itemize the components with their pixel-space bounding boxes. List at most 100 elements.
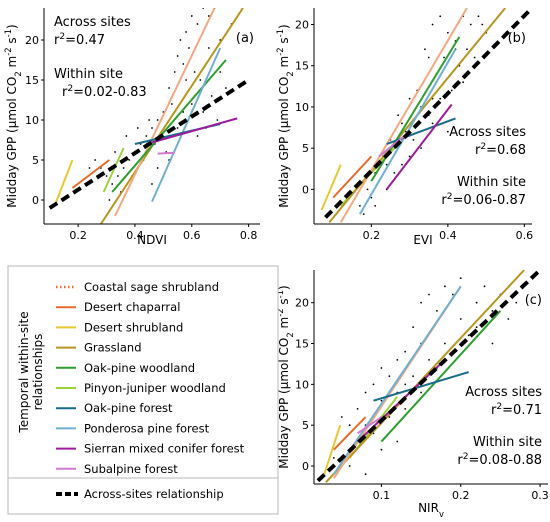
y-axis-label: Midday GPP (µmol CO2 m-2 s-1) [275, 24, 295, 207]
text-span: v [439, 509, 444, 519]
data-point [145, 135, 148, 137]
text-span: r [491, 403, 497, 418]
y-tick-label: 10 [295, 378, 309, 391]
data-point [507, 318, 510, 320]
text-span: 2 [480, 142, 486, 152]
site-regression-line [339, 8, 468, 223]
data-point [420, 147, 422, 150]
data-point [428, 358, 430, 361]
data-point [459, 318, 462, 320]
text-span: =0.71 [502, 403, 542, 418]
plot-area [48, 8, 250, 224]
data-point [210, 95, 213, 97]
panel-label: (c) [525, 293, 542, 308]
site-regression-line [357, 416, 382, 435]
data-point [202, 111, 205, 113]
text-span: 2 [59, 32, 65, 42]
data-point [332, 456, 335, 459]
data-point [219, 71, 222, 73]
text-span: m [277, 56, 291, 72]
site-regression-line [385, 103, 453, 190]
data-point [207, 47, 210, 49]
data-point [108, 199, 111, 201]
text-span: =0.02-0.83 [73, 85, 146, 100]
legend-item-label: Sierran mixed conifer forest [84, 442, 245, 456]
data-point [176, 55, 179, 57]
data-point [116, 175, 119, 177]
within-site-r2: r2=0.08-0.88 [457, 452, 542, 468]
site-regression-line [332, 155, 373, 199]
text-span: 2 [285, 332, 295, 337]
text-span: -1 [275, 29, 285, 37]
text-span: 2 [496, 402, 502, 412]
x-tick-label: 0.2 [452, 489, 470, 502]
y-axis-label: Midday GPP (µmol CO2 m-2 s-1) [275, 285, 295, 468]
data-point [156, 167, 159, 169]
data-point [446, 130, 449, 133]
data-point [340, 416, 343, 418]
data-point [475, 326, 478, 329]
data-point [431, 122, 434, 125]
data-point [374, 204, 377, 207]
data-point [420, 391, 422, 394]
across-sites-line [48, 78, 250, 210]
text-span: s [277, 37, 291, 47]
across-sites-line [316, 270, 542, 483]
y-tick-label: 15 [25, 74, 39, 87]
x-axis-label: EVI [413, 233, 432, 247]
site-regression-line [54, 159, 74, 205]
data-point [397, 114, 400, 117]
data-point [173, 71, 176, 73]
data-point [128, 159, 131, 161]
y-tick-label: 20 [295, 18, 309, 31]
site-regression-line [157, 151, 175, 155]
y-tick-label: 10 [25, 114, 39, 127]
y-tick-label: 0 [302, 460, 309, 473]
data-point [412, 139, 415, 141]
site-regression-line [146, 117, 238, 145]
across-sites-label: Across sites [449, 125, 526, 140]
text-span: Midday GPP (µmol CO [277, 338, 291, 469]
data-point [404, 383, 407, 386]
data-point [393, 171, 396, 174]
data-point [466, 48, 468, 51]
legend-item-label: Pinyon-juniper woodland [84, 381, 226, 395]
data-point [396, 440, 399, 443]
data-point [420, 301, 422, 304]
site-regression-line [325, 270, 525, 484]
data-point [111, 183, 114, 185]
site-regression-line [320, 164, 342, 211]
site-regression-line [333, 416, 367, 451]
data-point [380, 367, 383, 369]
data-point [451, 293, 454, 296]
data-point [459, 277, 462, 280]
y-tick-label: 15 [295, 338, 309, 351]
data-point [185, 79, 188, 81]
data-point [199, 79, 202, 81]
text-span: ) [277, 24, 291, 29]
data-point [408, 155, 411, 158]
legend-item-label: Desert shrubland [84, 320, 183, 334]
data-point [396, 358, 399, 361]
legend-item-label-across: Across-sites relationship [84, 487, 224, 501]
data-point [401, 122, 403, 125]
data-point [408, 97, 411, 100]
plot-area [316, 270, 542, 484]
data-point [188, 47, 190, 49]
site-regression-line [102, 147, 125, 193]
data-point [94, 159, 97, 161]
x-tick-label: 0.2 [363, 229, 381, 242]
text-span: -1 [275, 290, 285, 298]
data-point [196, 23, 199, 25]
data-point [385, 163, 388, 166]
y-tick-label: 5 [302, 419, 309, 432]
across-sites-label: Across sites [465, 385, 542, 400]
text-span: Midday GPP (µmol CO [277, 77, 291, 208]
data-point [366, 188, 369, 191]
data-point [431, 23, 434, 26]
text-span: s [5, 37, 19, 47]
data-point [190, 15, 193, 17]
legend-title-line-2: relationships [31, 334, 45, 411]
data-point [491, 309, 494, 312]
